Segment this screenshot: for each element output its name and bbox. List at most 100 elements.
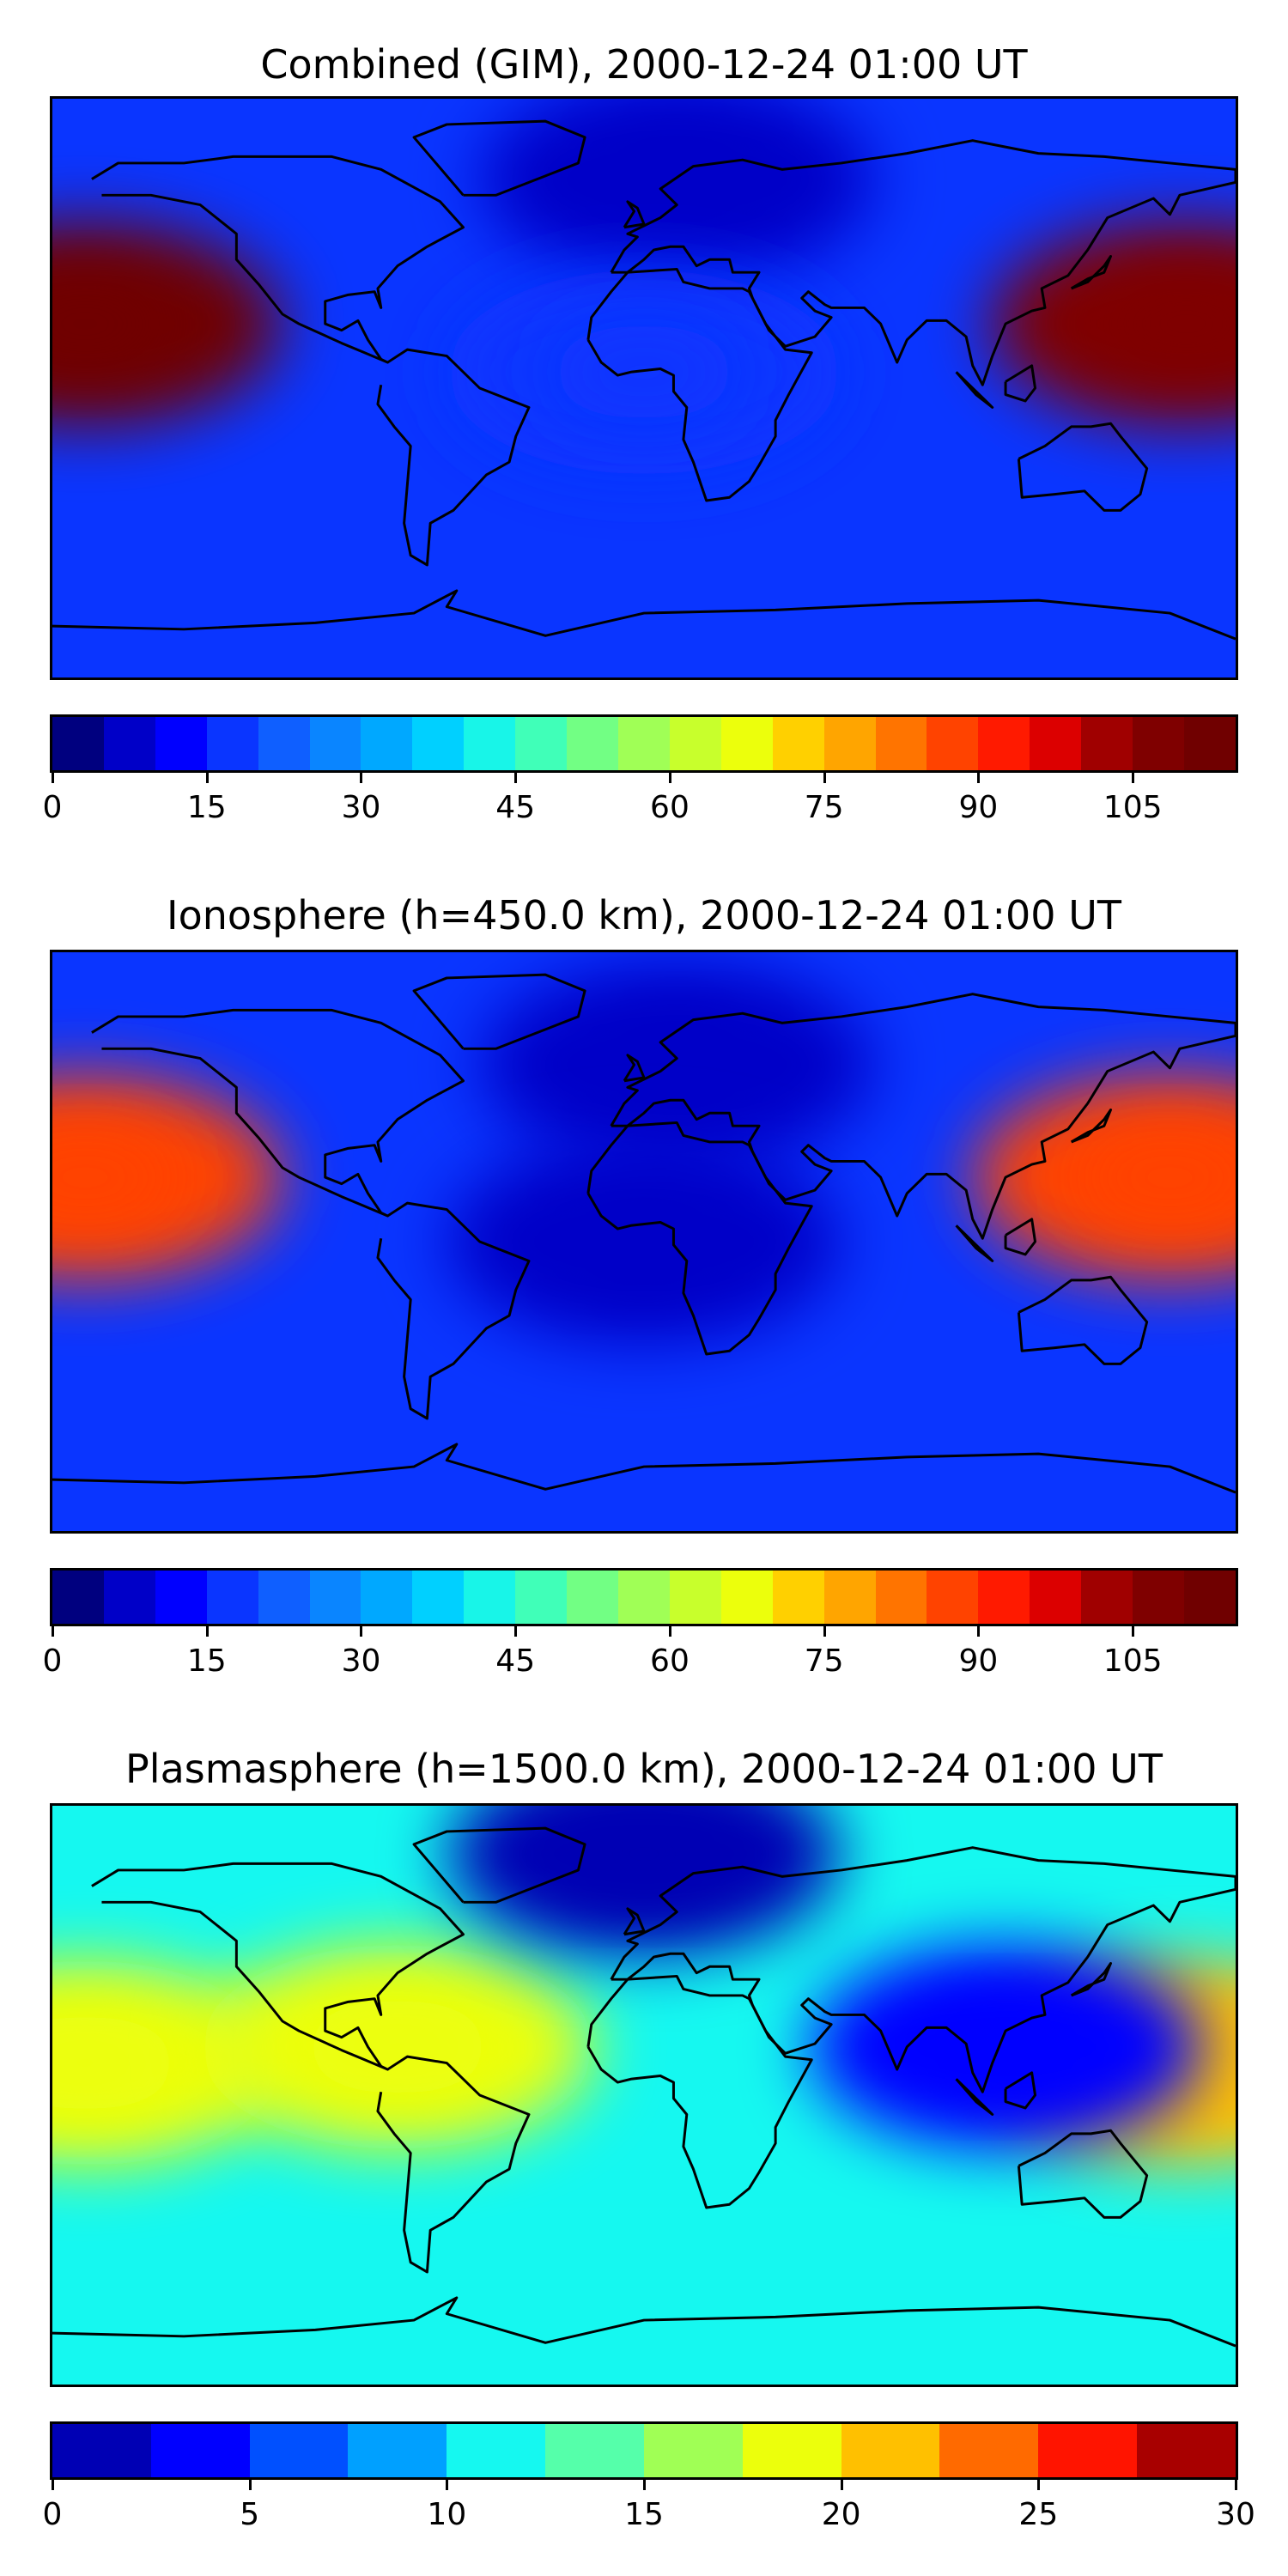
colorbar-segment [927,717,979,770]
colorbar-tick-label: 10 [427,2497,467,2532]
panel-1-colorbar [50,714,1238,773]
colorbar-segment [52,2424,151,2477]
hotspot-core-2 [1075,1130,1236,1224]
coastline-10 [1004,2071,1037,2110]
colorbar-segment [617,717,670,770]
colorbar-tick-label: 0 [42,1643,63,1679]
coastline-4 [610,139,1236,386]
colorbar-segment [412,717,465,770]
colorbar-segment [1133,1571,1184,1624]
coastline-9 [955,371,994,409]
colorbar-segment [155,1571,207,1624]
coastline-6 [1017,422,1149,512]
coastline-3 [412,1826,586,1904]
colorbar-segment [348,2424,447,2477]
coastline-3 [412,119,586,197]
panel-3-colorbar-ticks: 0 5 10 15 20 25 30 [43,2480,1255,2540]
coastline-1 [91,1862,465,2071]
panel-2-map [50,950,1238,1534]
colorbar-segment [258,1571,310,1624]
colorbar-segment [1081,1571,1133,1624]
colorbar-tick-label: 15 [186,790,227,825]
colorbar-segment [772,1571,824,1624]
colorbar-segment [464,717,516,770]
colorbar-tick-label: 30 [341,790,381,825]
colorbar-tick-label: 75 [804,1643,844,1679]
colorbar-segment [875,1571,927,1624]
colorbar-tick [977,773,981,783]
colorbar-tick [52,773,54,783]
colorbar-segment [978,717,1030,770]
colorbar-tick [1037,2480,1041,2490]
coastline-11 [623,200,646,229]
colorbar-tick-label: 0 [42,790,63,825]
colorbar-tick-label: 75 [804,790,844,825]
colorbar-segment [545,2424,644,2477]
colorbar-tick [52,1626,54,1637]
panel-3-colorbar [50,2421,1238,2480]
coastline-7 [52,589,1236,641]
colorbar-tick [668,773,671,783]
colorbar-tick [52,2480,54,2490]
coastline-8 [1070,254,1113,290]
colorbar-tick-label: 90 [958,790,999,825]
colorbar-segment [1081,717,1133,770]
colorbar-segment [150,2424,250,2477]
coastline-6 [1017,1275,1149,1365]
colorbar-segment [464,1571,516,1624]
colorbar-segment [447,2424,546,2477]
colorbar-segment [361,1571,413,1624]
colorbar-segment [515,717,568,770]
colorbar-segment [567,1571,618,1624]
coastline-4 [610,993,1236,1240]
panel-1-colorbar-ticks: 0 15 30 45 60 75 90 105 [43,773,1238,833]
coastline-4 [610,1846,1236,2093]
colorbar-tick-label: 105 [1103,1643,1163,1679]
panel-1-map [50,96,1238,680]
coastline-2 [376,2055,531,2274]
colorbar-tick-label: 90 [958,1643,999,1679]
colorbar-segment [1038,2424,1138,2477]
colorbar-segment [823,1571,876,1624]
colorbar-tick [977,1626,981,1637]
colorbar-segment [1133,717,1184,770]
hotspot-core-5 [550,1807,738,1901]
panel-2-colorbar [50,1568,1238,1626]
colorbar-segment [720,717,773,770]
colorbar-tick-label: 25 [1018,2497,1059,2532]
colorbar-segment [155,717,207,770]
panel-2-title: Ionosphere (h=450.0 km), 2000-12-24 01:0… [167,892,1121,939]
colorbar-segment [412,1571,465,1624]
colorbar-tick [360,773,363,783]
colorbar-tick-label: 45 [495,1643,536,1679]
panel-3-title: Plasmasphere (h=1500.0 km), 2000-12-24 0… [125,1746,1163,1792]
colorbar-tick [823,773,826,783]
colorbar-segment [823,717,876,770]
colorbar-segment [103,717,155,770]
coastline-5 [586,1974,813,2209]
colorbar-segment [1137,2424,1236,2477]
colorbar-tick-label: 30 [1216,2497,1255,2532]
colorbar-segment [103,1571,155,1624]
colorbar-tick [823,1626,826,1637]
coastline-3 [412,973,586,1050]
colorbar-tick [1132,1626,1135,1637]
colorbar-segment [927,1571,979,1624]
colorbar-segment [309,717,361,770]
coastline-2 [376,1201,531,1420]
colorbar-tick-label: 60 [650,1643,690,1679]
colorbar-segment [1030,1571,1082,1624]
colorbar-segment [617,1571,670,1624]
colorbar-tick-label: 5 [240,2497,260,2532]
colorbar-segment [206,1571,258,1624]
colorbar-tick [205,1626,209,1637]
colorbar-segment [772,717,824,770]
panel-3-map [50,1803,1238,2387]
hotspot-core-3 [582,132,771,227]
colorbar-segment [643,2424,743,2477]
colorbar-segment [567,717,618,770]
colorbar-tick [248,2480,252,2490]
colorbar-segment [361,717,413,770]
colorbar-segment [669,717,721,770]
hotspot-core-4 [550,325,738,419]
